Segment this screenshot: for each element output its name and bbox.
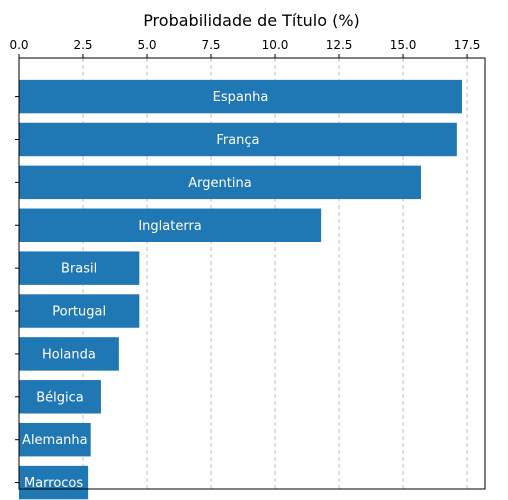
bar	[19, 208, 322, 242]
bar	[19, 465, 89, 500]
x-tick-label: 15.0	[390, 38, 417, 52]
bar-label: Argentina	[188, 176, 251, 191]
bar	[19, 122, 457, 157]
bar	[19, 422, 91, 457]
bar-label: Holanda	[42, 347, 96, 362]
x-tick-label: 5.0	[137, 38, 156, 52]
plot-frame	[18, 57, 486, 490]
x-tick-label: 7.5	[201, 38, 220, 52]
bar-label: Brasil	[61, 262, 97, 277]
bars: Espanha França Argentina Inglaterra Brasil Po…	[19, 79, 462, 500]
bar-label: Espanha	[213, 90, 269, 105]
x-tick-label: 12.5	[326, 38, 353, 52]
bar	[19, 165, 421, 200]
bar-label: Marrocos	[24, 476, 83, 491]
bar	[19, 380, 101, 414]
bar	[19, 79, 462, 114]
bar	[19, 251, 140, 285]
bar-label: Bélgica	[36, 390, 84, 405]
bar	[19, 294, 140, 328]
x-axis-ticks: 0.0 2.5 5.0 7.5 10.0 12.5 15.0 17.5	[9, 38, 480, 58]
bar-label: Portugal	[52, 305, 106, 320]
bar-label: França	[216, 133, 259, 148]
bar-label: Inglaterra	[138, 219, 201, 234]
y-axis-ticks	[15, 96, 19, 484]
bar-label: Alemanha	[22, 433, 88, 448]
x-tick-label: 2.5	[73, 38, 92, 52]
x-tick-label: 17.5	[454, 38, 481, 52]
x-tick-label: 0.0	[9, 38, 28, 52]
bar	[19, 337, 119, 371]
x-axis-title: Probabilidade de Título (%)	[143, 11, 360, 30]
x-tick-label: 10.0	[262, 38, 289, 52]
